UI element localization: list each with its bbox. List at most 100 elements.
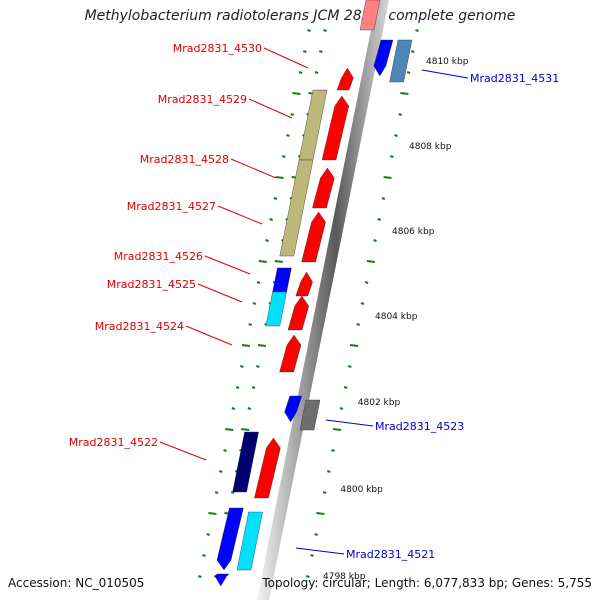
gene-4528-category bbox=[279, 159, 314, 257]
tick-mark bbox=[314, 533, 319, 536]
tick-mark bbox=[292, 92, 301, 95]
tick-mark bbox=[318, 50, 323, 53]
tick-mark bbox=[366, 260, 375, 263]
tick-mark bbox=[252, 302, 257, 305]
gene-label: Mrad2831_4530 bbox=[173, 42, 262, 55]
gene-4522-arrow bbox=[254, 437, 281, 499]
backbone-band bbox=[257, 0, 389, 600]
topology-text: Topology: circular; Length: 6,077,833 bp… bbox=[262, 576, 592, 590]
tick-mark bbox=[273, 197, 278, 200]
scale-label: 4804 kbp bbox=[375, 312, 418, 322]
gene-label: Mrad2831_4521 bbox=[346, 548, 435, 561]
gene-4525-arrow bbox=[287, 295, 310, 331]
tick-mark bbox=[290, 113, 295, 116]
gene-label-leader bbox=[230, 158, 277, 179]
tick-mark bbox=[373, 239, 377, 242]
gene-4525-category bbox=[265, 291, 287, 327]
accession-text: Accession: NC_010505 bbox=[8, 576, 145, 590]
tick-mark bbox=[218, 470, 223, 473]
tick-mark bbox=[206, 533, 211, 536]
gene-4526-arrow bbox=[295, 271, 313, 297]
genome-backbone bbox=[257, 0, 389, 600]
tick-mark bbox=[235, 386, 240, 389]
tick-mark bbox=[286, 134, 290, 137]
scale-label: 4810 kbp bbox=[426, 57, 469, 67]
gene-4522-category bbox=[232, 431, 259, 493]
tick-mark bbox=[398, 113, 403, 116]
tick-mark bbox=[394, 134, 398, 137]
scale-label: 4808 kbp bbox=[409, 142, 452, 152]
tick-mark bbox=[400, 92, 409, 95]
tick-mark bbox=[302, 50, 307, 53]
gene-label-leader bbox=[204, 255, 251, 275]
gene-4523-category bbox=[299, 399, 321, 431]
gene-4531-category bbox=[389, 39, 413, 83]
tick-mark bbox=[349, 344, 359, 347]
tick-mark bbox=[356, 323, 361, 326]
scale-label: 4800 kbp bbox=[340, 485, 383, 495]
tick-mark bbox=[305, 575, 310, 578]
gene-label: Mrad2831_4525 bbox=[107, 278, 196, 291]
tick-marks bbox=[197, 29, 419, 578]
tick-mark bbox=[316, 512, 325, 515]
tick-mark bbox=[326, 470, 331, 473]
gene-label-leader bbox=[263, 47, 309, 69]
tick-mark bbox=[214, 491, 219, 494]
gene-4524-arrow bbox=[279, 334, 302, 373]
tick-mark bbox=[364, 281, 369, 284]
gene-label: Mrad2831_4531 bbox=[470, 72, 559, 85]
tick-mark bbox=[202, 554, 206, 557]
tick-mark bbox=[381, 197, 386, 200]
tick-mark bbox=[331, 449, 335, 452]
map-title: Methylobacterium radiotolerans JCM 2831,… bbox=[84, 8, 516, 24]
tick-mark bbox=[307, 29, 311, 32]
gene-label: Mrad2831_4526 bbox=[114, 250, 203, 263]
gene-label-leader bbox=[185, 325, 233, 346]
gene-4531-arrow bbox=[373, 39, 394, 77]
tick-mark bbox=[231, 407, 236, 410]
tick-mark bbox=[310, 554, 314, 557]
gene-label-leader bbox=[217, 205, 263, 225]
gene-partial-top bbox=[359, 0, 381, 31]
gene-label: Mrad2831_4524 bbox=[95, 320, 184, 333]
tick-mark bbox=[248, 323, 253, 326]
tick-mark bbox=[298, 71, 303, 74]
gene-4521-arrow bbox=[236, 511, 263, 571]
tick-mark bbox=[269, 218, 274, 221]
gene-label-leader bbox=[295, 547, 345, 555]
scale-label: 4802 kbp bbox=[358, 398, 401, 408]
tick-mark bbox=[333, 428, 342, 431]
tick-mark bbox=[314, 71, 319, 74]
gene-label: Mrad2831_4523 bbox=[375, 420, 464, 433]
tick-mark bbox=[415, 29, 419, 32]
tick-mark bbox=[241, 344, 251, 347]
gene-labels: Mrad2831_4530 Mrad2831_4529 Mrad2831_4528 M… bbox=[69, 42, 559, 561]
gene-4526-category bbox=[272, 267, 292, 293]
tick-mark bbox=[258, 260, 267, 263]
tick-mark bbox=[347, 365, 352, 368]
tick-mark bbox=[274, 260, 283, 263]
gene-label: Mrad2831_4529 bbox=[158, 93, 247, 106]
tick-mark bbox=[256, 281, 261, 284]
tick-mark bbox=[257, 344, 267, 347]
gene-4528-arrow bbox=[312, 167, 335, 209]
tick-mark bbox=[410, 50, 415, 53]
scale-label: 4806 kbp bbox=[392, 227, 435, 237]
tick-mark bbox=[255, 365, 260, 368]
gene-4523-arrow bbox=[284, 395, 303, 423]
gene-4527-arrow bbox=[301, 211, 326, 263]
tick-mark bbox=[241, 428, 250, 431]
tick-mark bbox=[281, 155, 286, 158]
tick-mark bbox=[377, 218, 382, 221]
tick-mark bbox=[230, 491, 235, 494]
tick-mark bbox=[275, 176, 284, 179]
tick-mark bbox=[360, 302, 365, 305]
tick-mark bbox=[225, 428, 234, 431]
gene-4520-arrow bbox=[214, 573, 230, 587]
tick-mark bbox=[389, 155, 394, 158]
tick-mark bbox=[247, 407, 252, 410]
gene-label: Mrad2831_4527 bbox=[127, 200, 216, 213]
gene-label-leader bbox=[325, 419, 374, 427]
tick-mark bbox=[406, 71, 411, 74]
